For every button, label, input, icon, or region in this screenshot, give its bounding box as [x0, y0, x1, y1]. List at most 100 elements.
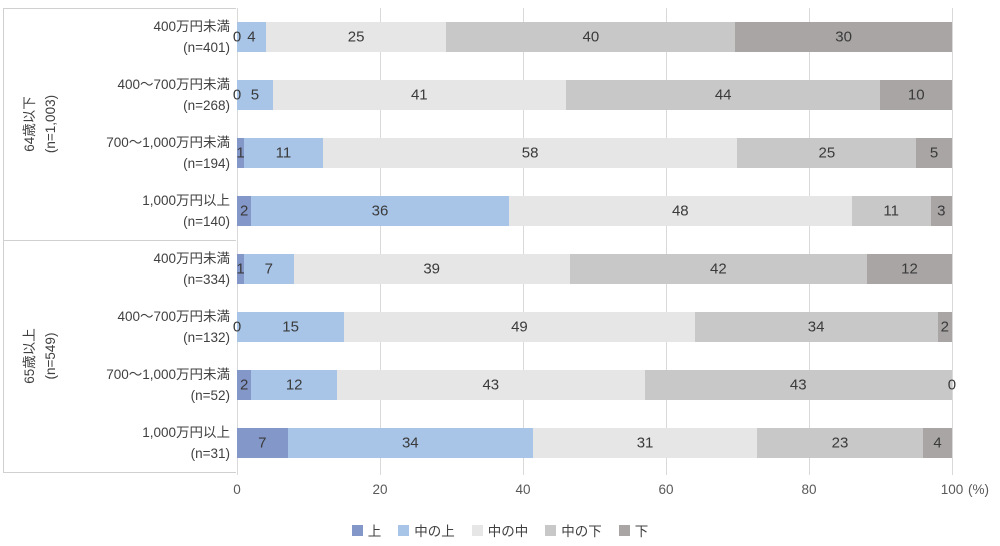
segment-value-label: 34 — [401, 434, 419, 452]
bar-segment-lower-middle: 25 — [737, 138, 917, 168]
segment-value-label: 7 — [258, 434, 267, 452]
segment-value-label: 0 — [232, 86, 242, 104]
row-label: 1,000万円以上 (n=140) — [20, 190, 230, 232]
bar-segment-middle-middle: 48 — [508, 196, 852, 226]
legend-label: 中の下 — [561, 524, 602, 539]
segment-value-label: 12 — [901, 260, 918, 278]
bar-segment-lower-middle: 44 — [565, 80, 881, 110]
legend-swatch-lower-middle — [545, 524, 557, 536]
segment-value-label: 1 — [236, 144, 245, 162]
row-label: 700〜1,000万円未満 (n=194) — [20, 132, 230, 174]
bar-segment-upper: 7 — [237, 428, 288, 458]
bar-segment-lower: 2 — [937, 312, 952, 342]
row-category-text: 1,000万円以上 — [142, 193, 230, 208]
bar-segment-middle-middle: 58 — [322, 138, 738, 168]
bar-segment-lower-middle: 34 — [694, 312, 938, 342]
row-label: 700〜1,000万円未満 (n=52) — [20, 364, 230, 406]
segment-value-label: 5 — [929, 144, 939, 162]
bar-segment-upper-middle: 5 — [237, 80, 273, 110]
bar-segment-middle-middle: 31 — [533, 428, 757, 458]
legend-swatch-upper-middle — [398, 524, 410, 536]
row-category-text: 400〜700万円未満 — [117, 77, 230, 92]
bar-segment-upper-middle: 7 — [244, 254, 294, 284]
segment-value-label: 49 — [511, 318, 528, 336]
bar-segment-upper-middle: 34 — [287, 428, 534, 458]
bar-segment-middle-middle: 49 — [344, 312, 695, 342]
bar-segment-lower-middle: 43 — [644, 370, 952, 400]
row-n-label: (n=334) — [183, 272, 230, 287]
bar-segment-upper: 2 — [237, 196, 252, 226]
gridline-0 — [237, 8, 238, 475]
bar-row: 1 11 58 25 5 — [236, 138, 952, 168]
segment-value-label: 0 — [232, 28, 242, 46]
x-tick-label-40: 40 — [515, 482, 531, 497]
legend: 上 中の上 中の中 中の下 下 — [0, 520, 1000, 540]
x-tick-label-60: 60 — [658, 482, 674, 497]
bar-segment-middle-middle: 39 — [293, 254, 570, 284]
bar-segment-upper-middle: 4 — [237, 22, 266, 52]
bar-segment-upper: 1 — [236, 138, 245, 168]
bar-segment-upper: 2 — [237, 370, 252, 400]
segment-value-label: 48 — [671, 202, 689, 220]
bar-segment-middle-middle: 43 — [337, 370, 645, 400]
row-n-label: (n=268) — [183, 98, 230, 113]
bar-segment-lower: 4 — [923, 428, 952, 458]
segment-value-label: 3 — [937, 202, 946, 220]
segment-value-label: 44 — [714, 86, 732, 104]
segment-value-label: 2 — [239, 202, 249, 220]
row-n-label: (n=31) — [190, 446, 230, 461]
panel-bottom-border — [3, 472, 236, 473]
segment-value-label: 42 — [710, 260, 727, 278]
x-tick-label-100: 100 — [940, 482, 964, 497]
bar-segment-middle-middle: 41 — [272, 80, 566, 110]
bar-segment-lower: 10 — [880, 80, 952, 110]
legend-label: 下 — [634, 524, 649, 539]
row-label: 400〜700万円未満 (n=132) — [20, 306, 230, 348]
bar-segment-lower-middle: 11 — [851, 196, 931, 226]
bar-segment-lower: 12 — [867, 254, 952, 284]
row-category-text: 1,000万円以上 — [142, 425, 230, 440]
legend-label: 中の上 — [414, 524, 455, 539]
bar-segment-upper-middle: 12 — [251, 370, 338, 400]
segment-value-label: 11 — [883, 202, 899, 220]
segment-value-label: 36 — [371, 202, 389, 220]
gridline-100 — [952, 8, 953, 475]
x-axis-unit-label: (%) — [968, 482, 989, 497]
segment-value-label: 4 — [247, 28, 256, 46]
segment-value-label: 15 — [282, 318, 299, 336]
segment-value-label: 39 — [423, 260, 440, 278]
row-label: 400万円未満 (n=334) — [20, 248, 230, 290]
bar-segment-lower: 5 — [916, 138, 952, 168]
panel-top-border — [3, 8, 236, 9]
segment-value-label: 58 — [521, 144, 539, 162]
gridline-80 — [809, 8, 810, 475]
legend-item-middle-middle: 中の中 — [471, 520, 529, 540]
segment-value-label: 7 — [264, 260, 274, 278]
legend-item-upper: 上 — [351, 520, 381, 540]
row-n-label: (n=52) — [190, 388, 230, 403]
segment-value-label: 41 — [410, 86, 428, 104]
x-tick-label-20: 20 — [372, 482, 388, 497]
segment-value-label: 2 — [239, 376, 249, 394]
legend-swatch-upper — [351, 524, 363, 536]
bar-segment-upper: 1 — [236, 254, 245, 284]
gridline-60 — [666, 8, 667, 475]
legend-label: 中の中 — [487, 524, 529, 539]
bar-row: 1 7 39 42 12 — [236, 254, 952, 284]
segment-value-label: 5 — [250, 86, 260, 104]
bar-row: 2 36 48 11 3 — [237, 196, 952, 226]
segment-value-label: 25 — [347, 28, 365, 46]
x-tick-label-80: 80 — [801, 482, 817, 497]
segment-value-label: 31 — [636, 434, 654, 452]
row-n-label: (n=401) — [183, 40, 230, 55]
row-category-text: 700〜1,000万円未満 — [106, 367, 230, 382]
bar-segment-upper-middle: 11 — [244, 138, 323, 168]
bar-segment-middle-middle: 25 — [265, 22, 447, 52]
segment-value-label: 23 — [831, 434, 849, 452]
segment-value-label: 30 — [835, 28, 852, 46]
row-label: 400万円未満 (n=401) — [20, 16, 230, 58]
legend-item-upper-middle: 中の上 — [398, 520, 455, 540]
segment-value-label: 25 — [818, 144, 836, 162]
x-tick-label-0: 0 — [233, 482, 241, 497]
